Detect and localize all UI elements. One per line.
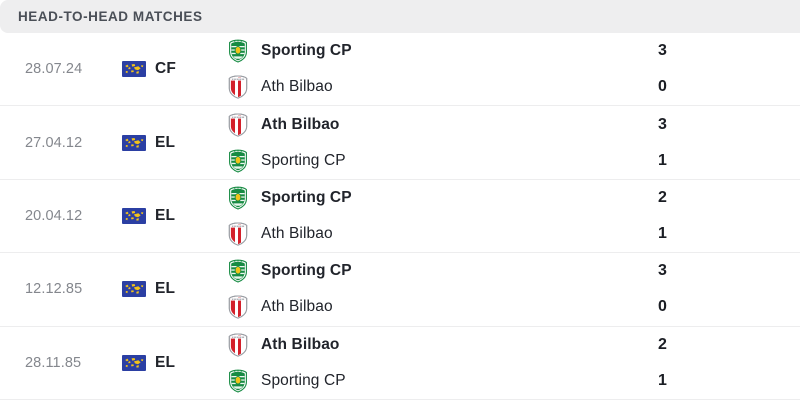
- competition-code: EL: [155, 206, 176, 224]
- card-header: HEAD-TO-HEAD MATCHES: [0, 0, 800, 33]
- away-team[interactable]: Sporting CP: [227, 148, 585, 173]
- world-globe-badge-icon: [122, 207, 146, 224]
- home-score: 3: [658, 42, 667, 60]
- sporting-cp-crest-icon: [227, 259, 249, 283]
- away-score: 1: [658, 371, 667, 389]
- away-team-name: Sporting CP: [261, 371, 346, 389]
- match-row[interactable]: 28.11.85 EL Ath Bilbao Sporting CP 2 1: [0, 326, 800, 400]
- away-team-name: Ath Bilbao: [261, 78, 333, 96]
- match-date: 27.04.12: [25, 134, 83, 151]
- page-title: HEAD-TO-HEAD MATCHES: [18, 9, 203, 24]
- competition-cell: EL: [122, 207, 222, 225]
- away-score: 1: [658, 224, 667, 242]
- home-team[interactable]: Ath Bilbao: [227, 113, 585, 137]
- home-team-name: Ath Bilbao: [261, 335, 340, 353]
- sporting-cp-crest-icon: [227, 148, 249, 173]
- home-team-name: Ath Bilbao: [261, 115, 340, 133]
- match-row[interactable]: 28.07.24 CF Sporting CP Ath Bilbao 3 0: [0, 33, 800, 107]
- away-score: 1: [658, 151, 667, 169]
- home-score: 2: [658, 335, 667, 353]
- competition-code: EL: [155, 280, 176, 298]
- home-team-name: Sporting CP: [261, 262, 352, 280]
- home-score: 3: [658, 115, 667, 133]
- home-team[interactable]: Sporting CP: [227, 259, 585, 283]
- competition-cell: EL: [122, 134, 222, 152]
- match-row[interactable]: 27.04.12 EL Ath Bilbao Sporting CP 3 1: [0, 106, 800, 180]
- away-team[interactable]: Sporting CP: [227, 369, 585, 393]
- sporting-cp-crest-icon: [227, 369, 249, 393]
- home-team[interactable]: Ath Bilbao: [227, 333, 585, 357]
- home-score: 3: [658, 262, 667, 280]
- away-team-name: Ath Bilbao: [261, 224, 333, 242]
- competition-cell: EL: [122, 354, 222, 372]
- match-date: 12.12.85: [25, 281, 83, 298]
- away-team[interactable]: Ath Bilbao: [227, 295, 585, 320]
- athletic-bilbao-crest-icon: [227, 333, 249, 357]
- match-date: 20.04.12: [25, 207, 83, 224]
- home-team[interactable]: Sporting CP: [227, 39, 585, 63]
- match-list: 28.07.24 CF Sporting CP Ath Bilbao 3 0 27.04.1…: [0, 33, 800, 400]
- athletic-bilbao-crest-icon: [227, 222, 249, 246]
- match-date: 28.07.24: [25, 61, 83, 78]
- teams-cell: Sporting CP Ath Bilbao: [222, 259, 585, 320]
- teams-cell: Ath Bilbao Sporting CP: [222, 333, 585, 393]
- away-score: 0: [658, 78, 667, 96]
- competition-code: EL: [155, 353, 176, 371]
- match-row[interactable]: 12.12.85 EL Sporting CP Ath Bilbao 3 0: [0, 253, 800, 327]
- competition-code: CF: [155, 60, 177, 78]
- teams-cell: Ath Bilbao Sporting CP: [222, 113, 585, 173]
- athletic-bilbao-crest-icon: [227, 113, 249, 137]
- teams-cell: Sporting CP Ath Bilbao: [222, 39, 585, 99]
- home-score: 2: [658, 188, 667, 206]
- away-team-name: Sporting CP: [261, 151, 346, 169]
- away-team[interactable]: Ath Bilbao: [227, 222, 585, 246]
- match-date: 28.11.85: [25, 354, 82, 371]
- away-score: 0: [658, 298, 667, 316]
- home-team[interactable]: Sporting CP: [227, 186, 585, 210]
- world-globe-badge-icon: [122, 134, 146, 151]
- home-team-name: Sporting CP: [261, 188, 352, 206]
- away-team-name: Ath Bilbao: [261, 298, 333, 316]
- away-team[interactable]: Ath Bilbao: [227, 75, 585, 99]
- sporting-cp-crest-icon: [227, 39, 249, 63]
- sporting-cp-crest-icon: [227, 186, 249, 210]
- teams-cell: Sporting CP Ath Bilbao: [222, 186, 585, 246]
- competition-cell: EL: [122, 280, 222, 298]
- athletic-bilbao-crest-icon: [227, 295, 249, 320]
- competition-cell: CF: [122, 60, 222, 78]
- competition-code: EL: [155, 133, 176, 151]
- home-team-name: Sporting CP: [261, 42, 352, 60]
- world-globe-badge-icon: [122, 354, 146, 371]
- world-globe-badge-icon: [122, 61, 146, 78]
- world-globe-badge-icon: [122, 281, 146, 298]
- athletic-bilbao-crest-icon: [227, 75, 249, 99]
- match-row[interactable]: 20.04.12 EL Sporting CP Ath Bilbao 2 1: [0, 179, 800, 254]
